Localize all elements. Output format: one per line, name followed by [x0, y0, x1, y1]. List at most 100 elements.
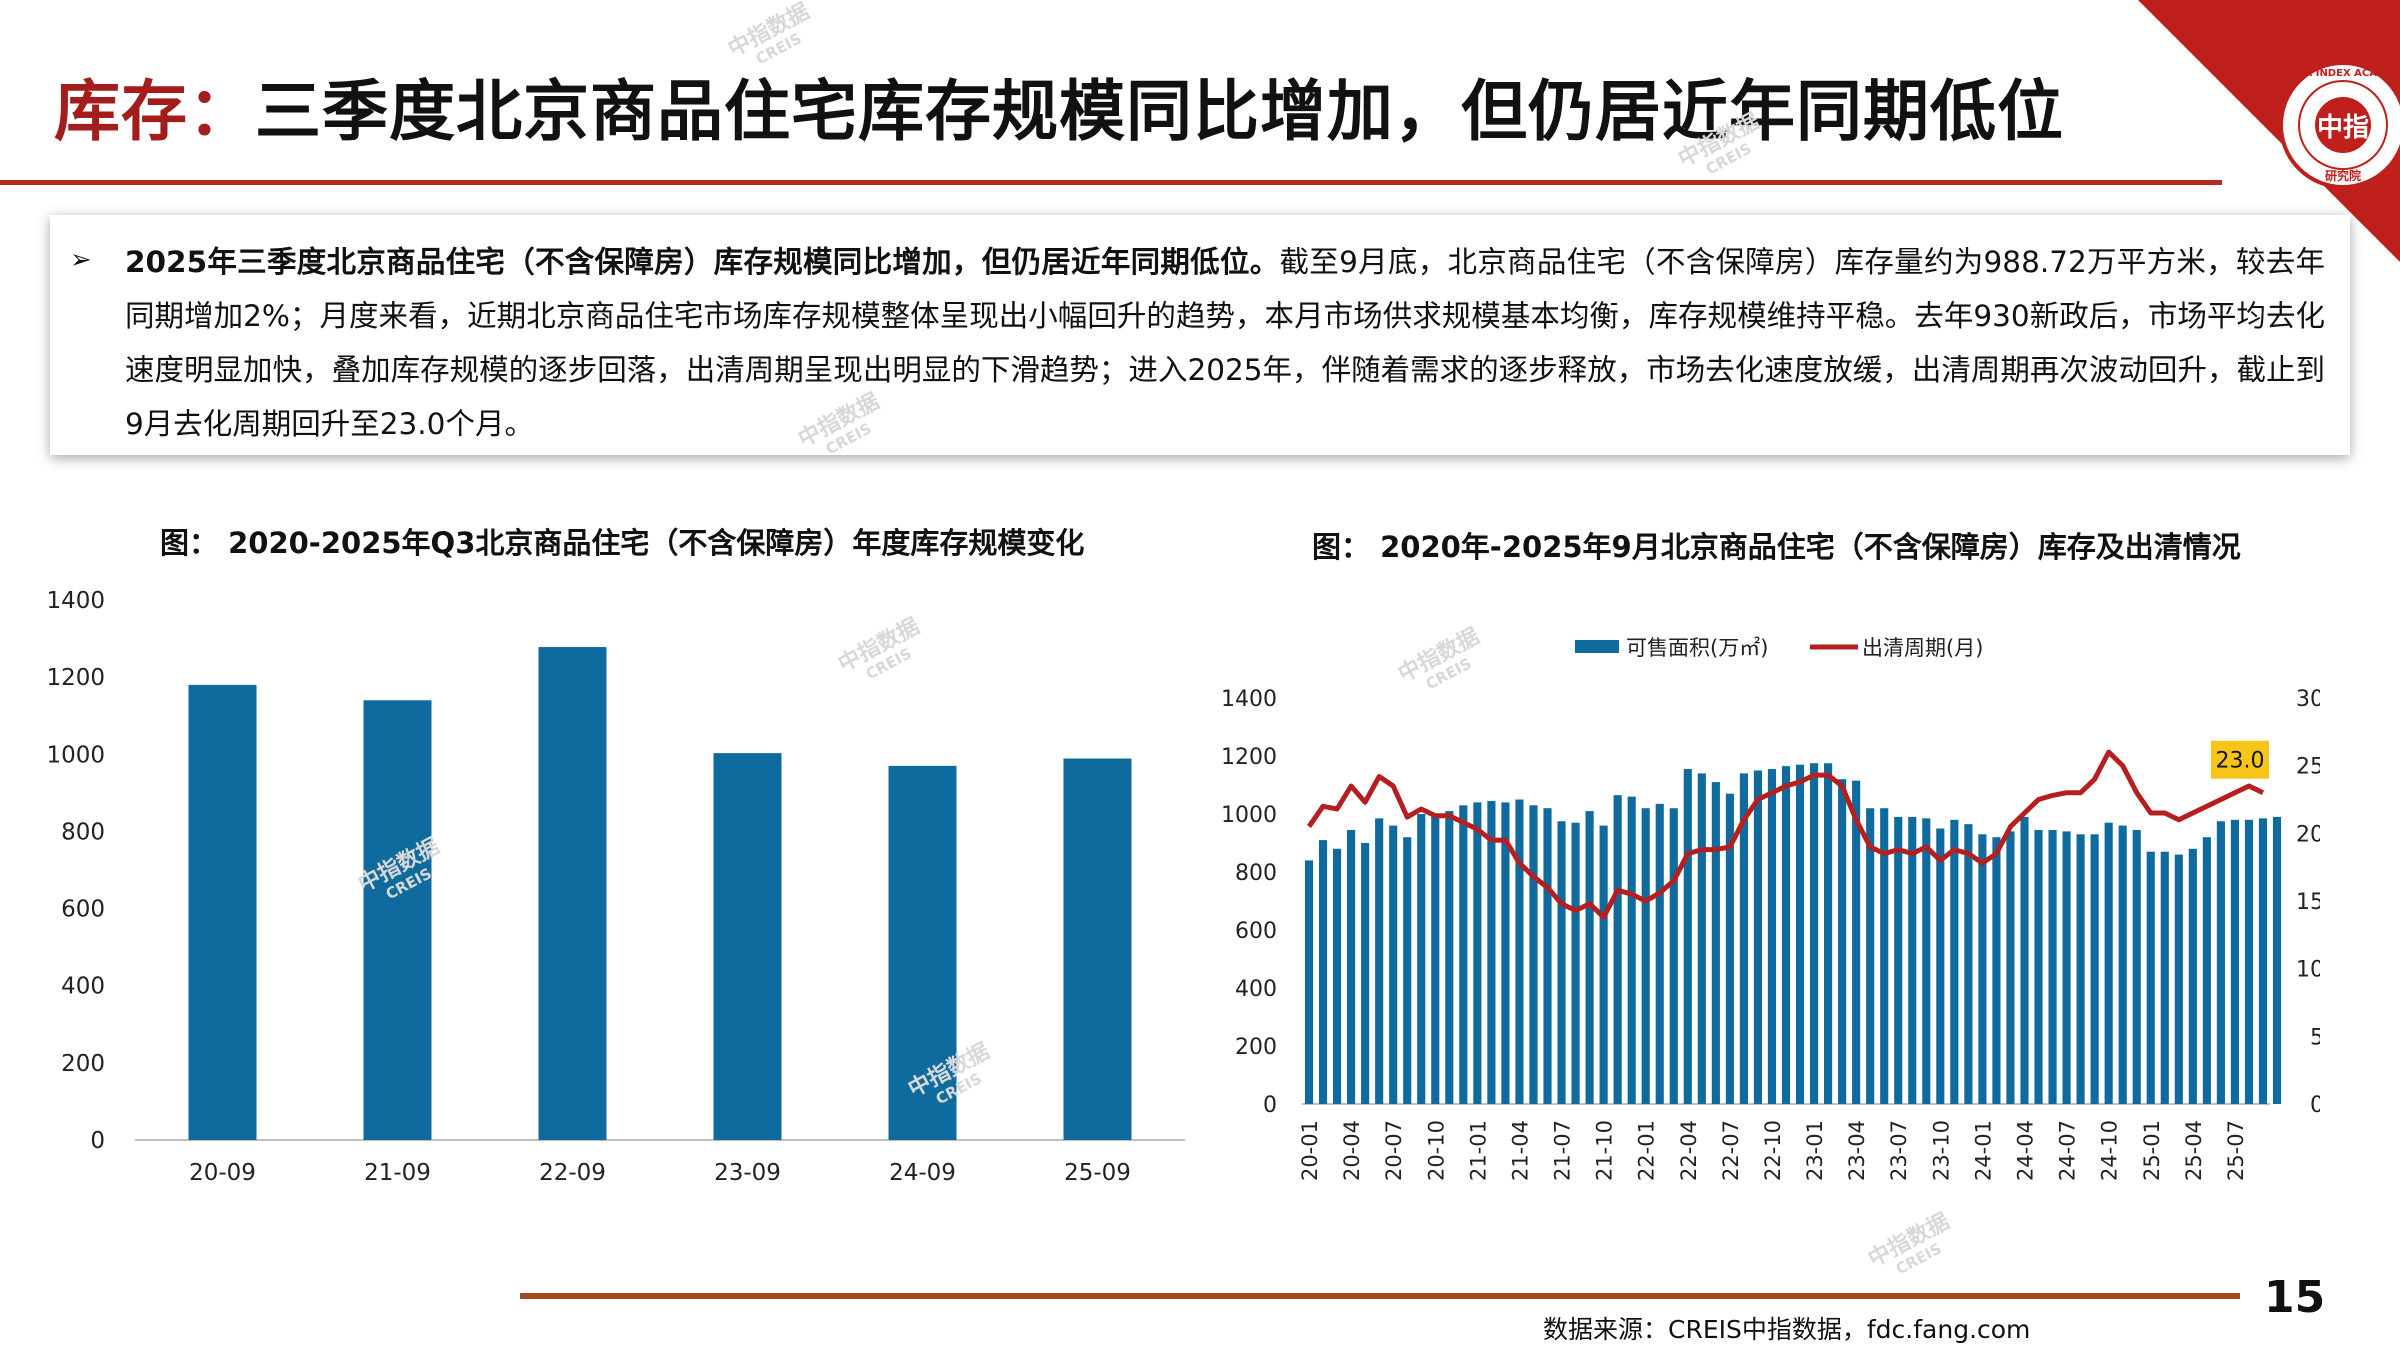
bar: [2034, 829, 2043, 1104]
bar: [1543, 808, 1552, 1104]
bar: [1697, 773, 1706, 1104]
bar: [2272, 816, 2282, 1104]
title-text: 三季度北京商品住宅库存规模同比增加，但仍居近年同期低位: [255, 73, 2064, 150]
x-tick-label: 25-07: [2224, 1120, 2248, 1181]
bar: [1669, 808, 1678, 1104]
bar: [1711, 782, 1720, 1104]
bar: [2062, 831, 2071, 1104]
bar: [1866, 808, 1875, 1104]
bar: [1838, 779, 1847, 1104]
bar: [1908, 816, 1917, 1104]
x-tick-label: 20-09: [189, 1160, 256, 1186]
bar: [1557, 821, 1566, 1104]
x-tick-label: 24-07: [2056, 1120, 2080, 1181]
bar: [1571, 822, 1580, 1104]
x-tick-label: 20-04: [1340, 1120, 1364, 1181]
bar: [1781, 766, 1791, 1104]
logo-center-text: 中指: [2317, 113, 2369, 143]
series-line: [1306, 749, 2265, 920]
x-tick-label: 22-01: [1635, 1120, 1659, 1181]
bar: [1936, 828, 1945, 1104]
bar: [2146, 851, 2155, 1104]
bar: [1922, 818, 1931, 1104]
bullet-icon: ➢: [70, 245, 92, 275]
page-title: 库存：三季度北京商品住宅库存规模同比增加，但仍居近年同期低位: [54, 58, 2064, 154]
x-tick-label: 24-09: [889, 1160, 956, 1186]
bar: [713, 753, 782, 1140]
x-tick-label: 22-10: [1761, 1120, 1785, 1181]
x-tick-label: 22-04: [1677, 1120, 1701, 1181]
legend-swatch-bar: [1575, 640, 1619, 653]
bar: [2216, 821, 2225, 1104]
bar: [888, 765, 957, 1140]
bar: [2076, 834, 2085, 1104]
x-tick-label: 23-10: [1929, 1120, 1953, 1181]
chart2-title: 图： 2020年-2025年9月北京商品住宅（不含保障房）库存及出清情况: [1312, 530, 2241, 564]
page-number: 15: [2264, 1272, 2326, 1323]
x-tick-label: 24-10: [2098, 1120, 2122, 1181]
x-tick-label: 23-04: [1845, 1120, 1869, 1181]
x-tick-label: 20-01: [1298, 1120, 1322, 1181]
y-left-tick-label: 1400: [1221, 687, 1277, 712]
bar: [1431, 816, 1440, 1104]
legend-label-bar: 可售面积(万㎡): [1626, 636, 1768, 660]
title-divider: [0, 180, 2222, 185]
title-highlight: 库存：: [54, 73, 255, 150]
bar: [1753, 770, 1763, 1104]
bar: [1487, 800, 1496, 1104]
y-right-tick-label: 25.0: [2296, 755, 2320, 780]
bar: [1515, 799, 1524, 1104]
y-right-tick-label: 20.0: [2296, 822, 2320, 847]
y-left-tick-label: 1000: [1221, 803, 1277, 828]
y-tick-label: 0: [90, 1128, 105, 1154]
bar: [2006, 831, 2015, 1104]
y-left-tick-label: 800: [1235, 861, 1277, 886]
bar: [1880, 808, 1889, 1104]
x-tick-label: 20-10: [1424, 1120, 1448, 1181]
bar: [1795, 764, 1805, 1104]
bar: [1767, 769, 1777, 1104]
bar: [2118, 825, 2127, 1104]
bar: [1613, 795, 1622, 1104]
bar: [1304, 860, 1314, 1104]
annotation-box: [2210, 740, 2269, 779]
bar: [1417, 814, 1426, 1104]
y-tick-label: 600: [61, 897, 105, 923]
x-tick-label: 25-09: [1064, 1160, 1131, 1186]
y-left-tick-label: 200: [1235, 1035, 1277, 1060]
y-tick-label: 200: [61, 1051, 105, 1077]
footer-divider: [520, 1293, 2240, 1299]
bar: [2160, 851, 2169, 1104]
bar: [2174, 854, 2183, 1104]
bar: [1852, 780, 1861, 1104]
bar: [1375, 818, 1384, 1104]
y-left-tick-label: 1200: [1221, 745, 1277, 770]
y-tick-label: 1000: [46, 742, 105, 768]
summary-bold: 2025年三季度北京商品住宅（不含保障房）库存规模同比增加，但仍居近年同期低位。: [125, 245, 1280, 279]
bar: [1739, 773, 1748, 1104]
bar: [1403, 837, 1412, 1104]
x-tick-label: 24-01: [1971, 1120, 1995, 1181]
y-left-tick-label: 0: [1263, 1093, 1277, 1118]
summary-text: 截至9月底，北京商品住宅（不含保障房）库存量约为988.72万平方米，较去年同期…: [125, 245, 2325, 441]
summary-box: ➢ 2025年三季度北京商品住宅（不含保障房）库存规模同比增加，但仍居近年同期低…: [50, 215, 2350, 455]
bar: [1347, 829, 1356, 1104]
y-right-tick-label: 0.0: [2310, 1093, 2320, 1118]
x-tick-label: 21-04: [1508, 1120, 1532, 1181]
bar: [1964, 824, 1973, 1104]
x-tick-label: 22-07: [1719, 1120, 1743, 1181]
y-right-tick-label: 30.0: [2296, 687, 2320, 712]
summary-paragraph: 2025年三季度北京商品住宅（不含保障房）库存规模同比增加，但仍居近年同期低位。…: [125, 235, 2325, 451]
bar: [2048, 829, 2057, 1104]
logo-bottom-text: 研究院: [2325, 168, 2361, 183]
bar: [1501, 802, 1510, 1104]
academy-logo: 中指 CHINA INDEX ACADEMY 研究院: [2138, 0, 2400, 262]
y-tick-label: 800: [61, 819, 105, 845]
y-left-tick-label: 400: [1235, 977, 1277, 1002]
bar: [1824, 763, 1833, 1104]
watermark: 中指数据 CREIS: [1864, 1209, 1954, 1279]
bar: [1445, 811, 1454, 1104]
x-tick-label: 23-01: [1803, 1120, 1827, 1181]
bar: [1361, 843, 1370, 1104]
bar: [1318, 840, 1328, 1104]
